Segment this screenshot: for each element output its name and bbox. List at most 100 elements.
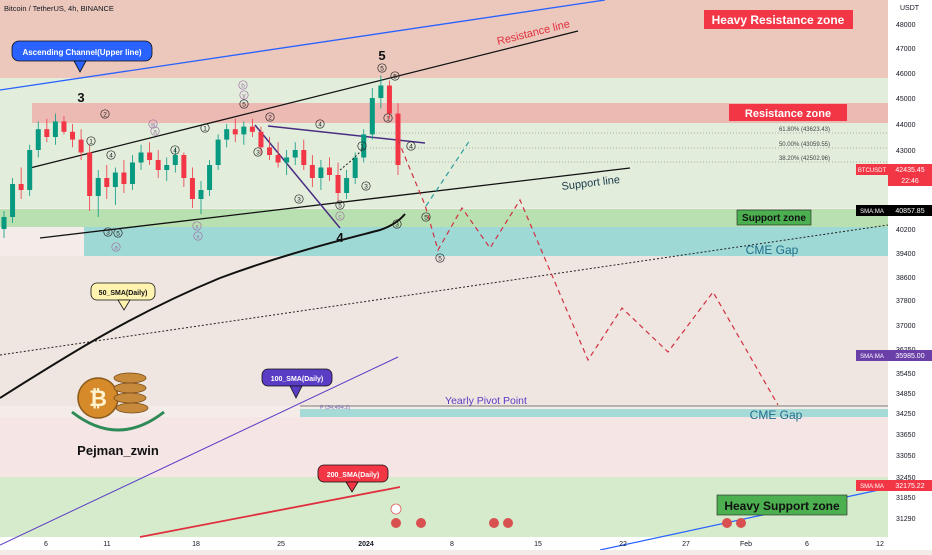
support-zone-label: Support zone <box>736 209 812 226</box>
price-tick-label: 35450 <box>896 371 916 378</box>
time-tick-label: 6 <box>44 541 48 548</box>
candle-body <box>224 129 230 140</box>
candle-body <box>44 129 50 137</box>
candle <box>301 139 307 170</box>
upper-green-band <box>0 78 888 208</box>
candle <box>318 160 324 190</box>
candle <box>258 126 264 155</box>
price-tick-label: 37000 <box>896 323 916 330</box>
candle-body <box>232 129 238 135</box>
candle-body <box>104 178 110 187</box>
mid-band <box>0 256 888 406</box>
candle <box>361 129 367 163</box>
flag-event-icon[interactable] <box>722 518 732 528</box>
minor-wave-label: w <box>148 119 158 129</box>
lightning-event-icon[interactable] <box>390 503 402 515</box>
svg-text:1: 1 <box>203 125 207 132</box>
candle <box>284 150 290 175</box>
price-tick-label: 38600 <box>896 275 916 282</box>
candle-body <box>70 131 76 140</box>
price-tick-label: 48000 <box>896 22 916 29</box>
candle <box>369 88 375 140</box>
svg-text:200_SMA(Daily): 200_SMA(Daily) <box>327 472 380 479</box>
candle-body <box>1 217 7 229</box>
channel-lower-black-line <box>39 167 631 239</box>
time-axis-bg <box>0 537 888 550</box>
cme-gap-2-band <box>300 409 888 417</box>
svg-text:w: w <box>150 121 156 128</box>
candle <box>335 162 341 202</box>
svg-text:5: 5 <box>380 65 384 72</box>
candle <box>198 181 204 214</box>
candle <box>95 170 101 217</box>
candle <box>10 178 16 223</box>
wave-main-4: 4 <box>336 230 344 245</box>
candle-body <box>198 190 204 199</box>
sma-200-callout: 200_SMA(Daily) <box>317 464 389 493</box>
svg-text:1: 1 <box>89 138 93 145</box>
candle-body <box>189 178 195 199</box>
svg-text:3: 3 <box>395 221 399 228</box>
author-name: Pejman_zwin <box>77 443 159 458</box>
yearly-pivot-label: Yearly Pivot Point <box>445 395 527 407</box>
ascending-channel-line <box>0 0 606 91</box>
candle <box>275 142 281 168</box>
candle <box>224 124 230 148</box>
svg-text:3: 3 <box>256 149 260 156</box>
candle <box>189 167 195 208</box>
time-tick-label: Feb <box>740 541 752 548</box>
sma-50-callout: 50_SMA(Daily) <box>90 282 156 311</box>
price-tick-label: 34250 <box>896 411 916 418</box>
ascending-channel-label: Ascending Channel(Upper line) <box>11 40 153 73</box>
minor-wave-label: 2 <box>265 112 275 122</box>
price-axis-bg <box>888 0 932 550</box>
support-zone-band <box>0 209 888 227</box>
flag-event-icon[interactable] <box>416 518 426 528</box>
minor-wave-label: 5 <box>435 253 445 263</box>
cme-gap-1-band <box>84 227 888 256</box>
candle-body <box>27 150 33 190</box>
candle <box>267 137 273 160</box>
flag-event-icon[interactable] <box>736 518 746 528</box>
flag-event-icon[interactable] <box>489 518 499 528</box>
price-tick-label: 37800 <box>896 298 916 305</box>
svg-text:100_SMA(Daily): 100_SMA(Daily) <box>271 376 324 383</box>
time-tick-label: 22 <box>619 541 627 548</box>
price-tag-name: SMA:MA <box>860 209 884 215</box>
minor-wave-label: 5 <box>335 200 345 210</box>
time-tick-label: 15 <box>534 541 542 548</box>
price-tag-value: 42435.45 <box>895 167 924 174</box>
svg-text:Ascending Channel(Upper line): Ascending Channel(Upper line) <box>22 48 141 57</box>
minor-wave-label: a <box>150 126 160 136</box>
minor-wave-label: 3 <box>103 227 113 237</box>
minor-wave-label: 5 <box>390 71 400 81</box>
candle-body <box>292 150 298 158</box>
minor-wave-label: 4 <box>106 150 116 160</box>
candle <box>87 144 93 211</box>
price-tag: SMA:MA 40857.85 <box>856 205 932 216</box>
price-tag: SMA:MA 32175.22 <box>856 480 932 491</box>
candle <box>61 116 67 135</box>
candle <box>70 124 76 148</box>
svg-text:5: 5 <box>438 255 442 262</box>
flag-event-icon[interactable] <box>391 518 401 528</box>
candle-body <box>309 165 315 178</box>
svg-text:a: a <box>153 128 157 135</box>
svg-text:2: 2 <box>103 111 107 118</box>
flag-event-icon[interactable] <box>503 518 513 528</box>
heavy-support-label: Heavy Support zone <box>716 494 848 516</box>
price-tick-label: 31850 <box>896 495 916 502</box>
minor-wave-label: x <box>192 221 202 231</box>
svg-text:Heavy Support zone: Heavy Support zone <box>724 499 840 513</box>
price-tag-name: SMA:MA <box>860 354 884 360</box>
heavy-resistance-label: Heavy Resistance zone <box>704 10 853 29</box>
candle <box>52 113 58 145</box>
time-axis[interactable]: 6 11 18 25 2024 8 15 22 27 Feb 6 12 <box>44 541 884 548</box>
minor-wave-label: b <box>238 80 248 90</box>
svg-text:x: x <box>195 223 199 230</box>
time-tick-label: 8 <box>450 541 454 548</box>
minor-wave-label: 4 <box>406 141 416 151</box>
price-tag-name: SMA:MA <box>860 484 884 490</box>
